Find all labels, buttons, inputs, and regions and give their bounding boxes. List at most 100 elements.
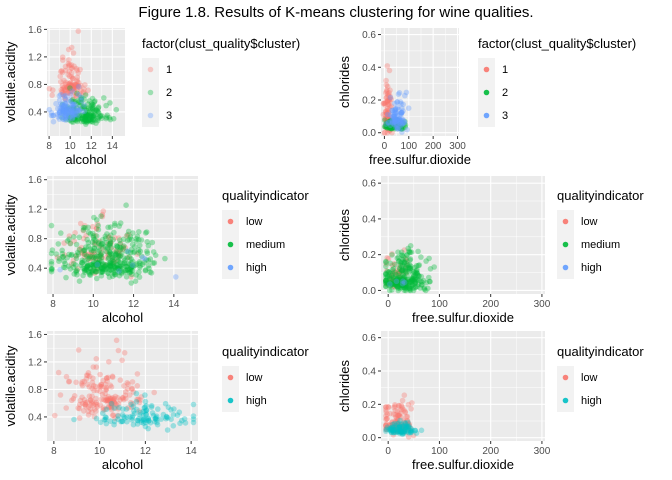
data-point [104, 396, 111, 403]
data-point [129, 268, 136, 274]
data-point [73, 255, 80, 262]
data-point [387, 114, 394, 121]
data-point [403, 256, 409, 263]
data-point [120, 396, 127, 403]
data-point [61, 86, 68, 92]
data-point [392, 269, 398, 276]
data-point [402, 268, 409, 275]
data-point [95, 244, 102, 251]
data-point [114, 265, 120, 272]
data-point [386, 117, 393, 124]
data-point [403, 280, 410, 287]
data-point [384, 117, 390, 124]
data-point [396, 425, 402, 431]
data-point [82, 82, 88, 88]
data-point [399, 105, 405, 112]
y-tick-label: 1.2 [28, 52, 42, 63]
data-point [383, 90, 389, 96]
data-point [97, 388, 103, 395]
legend-key-bg [142, 104, 159, 127]
data-point [384, 113, 391, 120]
data-point [391, 124, 398, 130]
data-point [113, 266, 120, 273]
data-point [100, 261, 106, 268]
data-point [89, 248, 95, 254]
data-point [89, 393, 95, 400]
data-point [386, 117, 392, 124]
data-point [76, 108, 82, 114]
data-point [393, 125, 399, 131]
x-tick-label: 14 [186, 446, 198, 457]
data-point [405, 401, 412, 408]
data-point [135, 417, 141, 424]
data-point [127, 414, 133, 420]
data-point [384, 83, 391, 90]
data-point [407, 286, 414, 292]
data-point [67, 82, 74, 88]
data-point [85, 117, 92, 123]
data-point [55, 105, 61, 112]
data-point [68, 88, 74, 94]
data-point [80, 235, 87, 242]
data-point [82, 111, 89, 117]
data-point [80, 224, 87, 231]
data-point [392, 411, 399, 418]
legend-key-3 [483, 112, 490, 119]
legend-label: 1 [166, 64, 172, 76]
data-point [74, 267, 80, 274]
data-point [393, 426, 400, 433]
data-point [66, 63, 72, 69]
data-point [129, 258, 136, 265]
y-tick-label: 1.2 [28, 205, 42, 216]
data-point [406, 262, 413, 268]
data-point [412, 279, 419, 286]
data-point [382, 100, 389, 106]
data-point [85, 118, 92, 124]
legend-label: high [581, 262, 602, 274]
data-point [119, 269, 125, 275]
data-point [78, 94, 84, 101]
data-point [59, 105, 66, 112]
data-point [125, 231, 132, 238]
series-low [54, 208, 141, 280]
data-point [94, 275, 100, 282]
data-point [383, 88, 390, 95]
data-point [392, 282, 399, 288]
data-point [149, 239, 156, 246]
data-point [387, 125, 393, 131]
data-point [427, 278, 433, 285]
data-point [398, 424, 405, 430]
data-point [131, 410, 138, 417]
data-point [386, 275, 393, 282]
x-axis-title: free.sulfur.dioxide [412, 457, 514, 472]
data-point [397, 117, 403, 123]
data-point [88, 103, 95, 109]
data-point [391, 107, 398, 114]
data-point [85, 404, 92, 410]
data-point [382, 102, 388, 108]
data-point [396, 120, 402, 127]
data-point [89, 268, 95, 274]
data-point [107, 263, 114, 269]
data-point [128, 265, 134, 271]
data-point [79, 257, 85, 264]
data-point [392, 119, 398, 126]
data-point [384, 424, 391, 431]
data-point [91, 214, 97, 221]
data-point [68, 252, 74, 259]
data-point [66, 109, 72, 116]
data-point [403, 424, 409, 430]
data-point [108, 251, 115, 258]
data-point [71, 116, 77, 123]
data-point [387, 278, 393, 285]
data-point [63, 274, 69, 281]
scatter-panel-p6: 0 100 200 3000.00.20.40.6free.sulfur.dioxid… [337, 331, 644, 472]
data-point [381, 123, 388, 130]
data-point [80, 118, 87, 125]
data-point [126, 254, 133, 260]
data-point [94, 404, 101, 410]
data-point [79, 105, 85, 112]
data-point [387, 93, 393, 99]
data-point [98, 252, 104, 259]
data-point [63, 116, 69, 123]
